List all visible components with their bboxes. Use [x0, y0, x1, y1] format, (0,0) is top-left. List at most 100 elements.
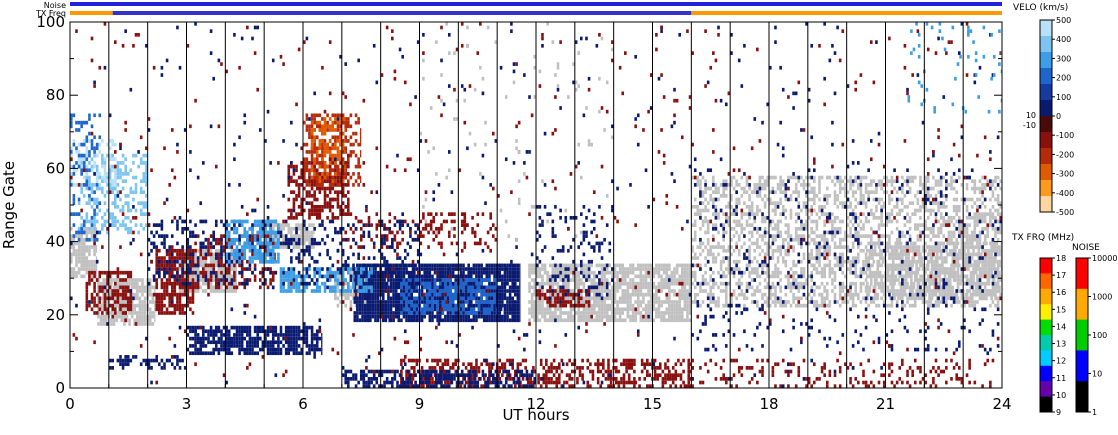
scatter-cell: [794, 278, 798, 282]
scatter-cell: [831, 278, 834, 282]
scatter-cell: [222, 234, 226, 238]
scatter-cell: [992, 281, 996, 286]
scatter-cell: [774, 175, 777, 180]
scatter-cell: [124, 285, 127, 290]
scatter-cell: [810, 219, 814, 224]
scatter-cell: [123, 307, 126, 312]
scatter-cell: [825, 175, 829, 180]
scatter-cell: [133, 292, 137, 297]
scatter-cell: [882, 300, 886, 304]
scatter-cell: [706, 252, 710, 257]
scatter-cell: [199, 263, 203, 268]
scatter-cell: [582, 300, 586, 304]
scatter-cell: [813, 263, 816, 268]
scatter-cell: [792, 292, 795, 297]
scatter-cell: [564, 285, 568, 290]
scatter-cell: [815, 219, 819, 224]
scatter-cell: [999, 212, 1002, 216]
scatter-cell: [621, 270, 625, 275]
scatter-cell: [960, 237, 964, 242]
scatter-cell: [308, 212, 311, 216]
scatter-cell: [903, 303, 907, 308]
scatter-cell: [771, 285, 775, 290]
scatter-cell: [341, 194, 345, 198]
scatter-cell: [815, 223, 819, 227]
scatter-cell: [766, 281, 769, 286]
scatter-cell: [844, 230, 847, 235]
scatter-cell: [154, 289, 156, 293]
scatter-cell: [605, 270, 609, 275]
scatter-cell: [750, 223, 754, 227]
scatter-cell: [792, 270, 795, 275]
scatter-cell: [93, 267, 96, 271]
scatter-cell: [189, 296, 192, 301]
scatter-cell: [727, 245, 731, 249]
scatter-cell: [891, 248, 895, 253]
scatter-cell: [670, 311, 674, 315]
scatter-cell: [954, 270, 957, 275]
scatter-cell: [714, 190, 718, 195]
scatter-cell: [866, 281, 869, 286]
scatter-cell: [649, 311, 653, 315]
scatter-cell: [696, 245, 700, 249]
scatter-cell: [820, 234, 824, 238]
scatter-cell: [600, 318, 604, 323]
scatter-cell: [802, 274, 806, 279]
scatter-cell: [854, 179, 858, 184]
scatter-cell: [978, 179, 982, 184]
scatter-cell: [222, 245, 226, 249]
scatter-cell: [693, 278, 697, 282]
scatter-cell: [189, 263, 192, 268]
scatter-cell: [981, 215, 984, 220]
scatter-cell: [670, 303, 674, 308]
scatter-cell: [618, 285, 622, 290]
scatter-cell: [592, 307, 596, 312]
scatter-cell: [972, 289, 975, 293]
scatter-cell: [818, 252, 821, 257]
scatter-cell: [222, 278, 226, 282]
scatter-cell: [823, 267, 826, 271]
scatter-cell: [978, 215, 982, 220]
scatter-cell: [813, 208, 816, 213]
scatter-cell: [792, 263, 795, 268]
scatter-cell: [955, 237, 958, 242]
scatter-cell: [740, 230, 744, 235]
scatter-cell: [818, 259, 821, 264]
scatter-cell: [662, 314, 666, 319]
scatter-cell: [973, 237, 977, 242]
scatter-cell: [895, 226, 899, 231]
scatter-cell: [308, 237, 311, 242]
scatter-cell: [647, 281, 650, 286]
scatter-cell: [207, 270, 210, 275]
scatter-cell: [818, 190, 821, 195]
scatter-cell: [805, 208, 808, 213]
scatter-cell: [334, 215, 337, 220]
scatter-cell: [810, 252, 814, 257]
scatter-cell: [797, 289, 801, 293]
scatter-cell: [220, 281, 223, 286]
scatter-cell: [644, 274, 648, 279]
scatter-cell: [948, 274, 952, 279]
scatter-cell: [888, 241, 891, 246]
scatter-cell: [867, 234, 870, 238]
scatter-cell: [823, 234, 826, 238]
scatter-cell: [668, 307, 671, 312]
scatter-cell: [621, 281, 625, 286]
scatter-cell: [191, 256, 195, 260]
scatter-cell: [901, 186, 904, 191]
scatter-cell: [977, 292, 980, 297]
scatter-cell: [763, 263, 767, 268]
scatter-cell: [686, 274, 689, 279]
scatter-cell: [305, 128, 309, 132]
scatter-cell: [191, 300, 195, 304]
scatter-cell: [828, 274, 832, 279]
scatter-cell: [284, 223, 288, 227]
scatter-cell: [794, 226, 798, 231]
scatter-cell: [866, 259, 869, 264]
scatter-cell: [999, 230, 1002, 235]
scatter-cell: [660, 274, 663, 279]
scatter-cell: [701, 194, 705, 198]
scatter-cell: [536, 314, 539, 319]
scatter-cell: [974, 292, 978, 297]
scatter-cell: [737, 259, 741, 264]
